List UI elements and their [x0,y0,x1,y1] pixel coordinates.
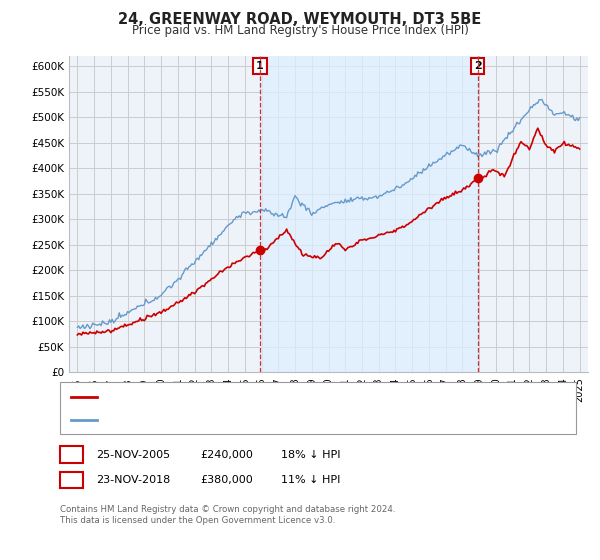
Text: Contains HM Land Registry data © Crown copyright and database right 2024.
This d: Contains HM Land Registry data © Crown c… [60,505,395,525]
Text: 11% ↓ HPI: 11% ↓ HPI [281,475,340,485]
Text: 1: 1 [256,60,264,71]
Text: 24, GREENWAY ROAD, WEYMOUTH, DT3 5BE: 24, GREENWAY ROAD, WEYMOUTH, DT3 5BE [118,12,482,27]
Bar [260,56,478,372]
Text: 2: 2 [68,475,75,485]
Text: 2: 2 [473,60,481,71]
Text: 25-NOV-2005: 25-NOV-2005 [96,450,170,460]
Text: 24, GREENWAY ROAD, WEYMOUTH, DT3 5BE (detached house): 24, GREENWAY ROAD, WEYMOUTH, DT3 5BE (de… [102,392,428,402]
Text: £240,000: £240,000 [200,450,253,460]
Text: 23-NOV-2018: 23-NOV-2018 [96,475,170,485]
Text: 1: 1 [68,450,75,460]
Text: 18% ↓ HPI: 18% ↓ HPI [281,450,340,460]
Text: Price paid vs. HM Land Registry's House Price Index (HPI): Price paid vs. HM Land Registry's House … [131,24,469,36]
Text: £380,000: £380,000 [200,475,253,485]
Text: HPI: Average price, detached house, Dorset: HPI: Average price, detached house, Dors… [102,414,329,424]
